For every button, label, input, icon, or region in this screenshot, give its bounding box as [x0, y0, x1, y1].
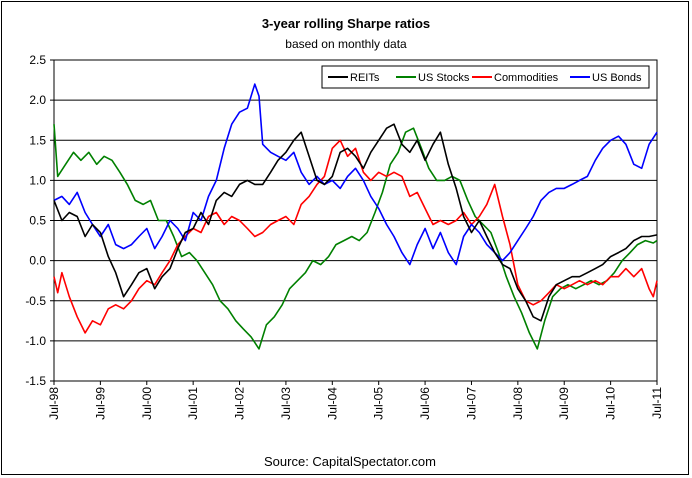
x-tick-label: Jul-98: [47, 387, 61, 420]
x-tick-label: Jul-02: [233, 387, 247, 420]
y-tick-label: 1.5: [29, 133, 46, 147]
x-tick-label: Jul-00: [140, 387, 154, 420]
y-tick-label: -1.5: [25, 374, 46, 388]
x-tick-label: Jul-01: [186, 387, 200, 420]
gridlines: [54, 59, 657, 382]
legend-label: REITs: [350, 72, 380, 84]
x-tick-label: Jul-03: [279, 387, 293, 420]
legend-label: Commodities: [494, 72, 559, 84]
series-lines: [53, 83, 658, 350]
x-tick-label: Jul-05: [372, 387, 386, 420]
x-tick-label: Jul-10: [604, 387, 618, 420]
x-tick-label: Jul-07: [464, 387, 478, 420]
y-tick-label: 2.0: [29, 93, 46, 107]
x-tick-label: Jul-99: [93, 387, 107, 420]
series-line-reits: [53, 123, 658, 322]
y-tick-label: 0.5: [29, 214, 46, 228]
chart-title: 3-year rolling Sharpe ratios: [262, 16, 430, 31]
x-tick-label: Jul-06: [418, 387, 432, 420]
x-tick-label: Jul-08: [511, 387, 525, 420]
x-axis: Jul-98 Jul-99 Jul-00 Jul-01 Jul-02 Jul-03 Jul-…: [47, 381, 664, 420]
legend-label: US Bonds: [592, 72, 642, 84]
y-axis: 2.5 2.0 1.5 1.0 0.5 0.0 -0.5 -1.0 -1.5: [25, 53, 54, 388]
series-line-commodities: [53, 139, 658, 334]
y-tick-label: 1.0: [29, 173, 46, 187]
y-tick-label: 2.5: [29, 53, 46, 67]
chart-subtitle: based on monthly data: [285, 37, 407, 51]
y-tick-label: -1.0: [25, 334, 46, 348]
y-tick-label: -0.5: [25, 294, 46, 308]
legend: REITs US Stocks Commodities US Bonds: [321, 65, 650, 89]
x-tick-label: Jul-11: [650, 387, 664, 419]
source-note: Source: CapitalSpectator.com: [264, 454, 436, 469]
series-line-us-stocks: [53, 124, 658, 350]
legend-label: US Stocks: [418, 72, 470, 84]
series-line-us-bonds: [53, 83, 658, 266]
x-tick-label: Jul-09: [557, 387, 571, 420]
x-tick-label: Jul-04: [325, 387, 339, 420]
y-tick-label: 0.0: [29, 254, 46, 268]
